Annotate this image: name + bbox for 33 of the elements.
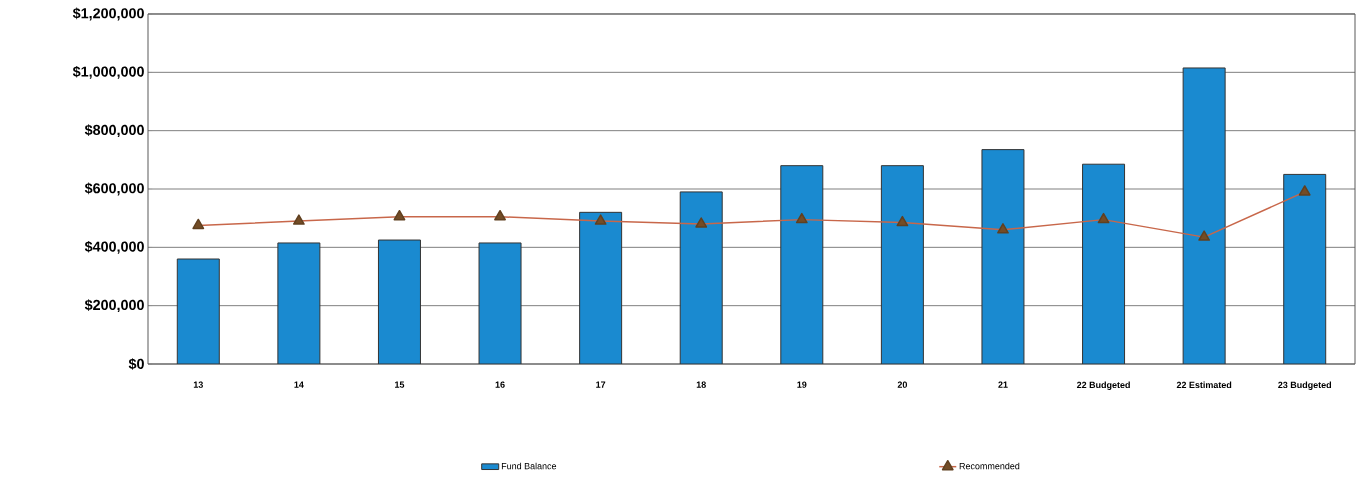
x-tick-label: 23 Budgeted — [1278, 381, 1332, 390]
y-tick-label: $400,000 — [84, 240, 144, 254]
bar — [277, 242, 321, 364]
x-tick-label: 13 — [193, 381, 203, 388]
y-tick-label: $1,000,000 — [72, 65, 144, 79]
y-tick-label: $1,200,000 — [72, 7, 144, 21]
x-tick-label: 21 — [998, 381, 1008, 388]
x-tick-label: 14 — [294, 381, 304, 388]
x-tick-label: 15 — [395, 381, 405, 388]
x-tick-label: 17 — [596, 381, 606, 388]
y-tick-label: $600,000 — [84, 182, 144, 196]
x-tick-label: 19 — [797, 381, 807, 388]
x-tick-label: 16 — [495, 381, 505, 388]
x-tick-label: 22 Budgeted — [1076, 381, 1130, 390]
bar — [478, 242, 522, 364]
bar — [579, 211, 623, 364]
y-tick-label: $200,000 — [84, 299, 144, 313]
x-tick-label: 18 — [696, 381, 706, 388]
y-tick-label: $800,000 — [84, 124, 144, 138]
legend-label: Fund Balance — [501, 462, 557, 470]
legend-label: Recommended — [959, 462, 1020, 470]
bar — [377, 239, 421, 364]
bar — [880, 165, 924, 364]
x-tick-label: 20 — [897, 381, 907, 388]
bar — [981, 149, 1025, 364]
bar — [1283, 173, 1327, 364]
y-tick-label: $0 — [128, 358, 144, 370]
bar — [1082, 163, 1126, 364]
bar — [679, 191, 723, 364]
x-tick-label: 22 Estimated — [1176, 381, 1232, 389]
bar — [176, 258, 220, 364]
bar — [1182, 67, 1226, 364]
bar — [780, 165, 824, 364]
